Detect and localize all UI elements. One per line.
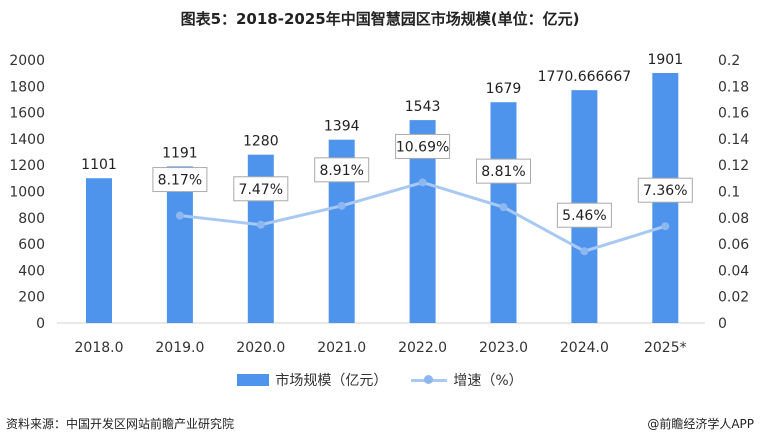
growth-label-box <box>314 157 370 183</box>
y-tick-label: 1200 <box>9 158 45 174</box>
growth-value-label: 7.47% <box>239 182 283 198</box>
credit: @前瞻经济学人APP <box>647 417 754 431</box>
x-tick-label: 2022.0 <box>398 340 447 356</box>
y-tick-label: 1600 <box>9 106 45 122</box>
x-tick-label: 2023.0 <box>479 340 528 356</box>
bar <box>166 166 193 323</box>
growth-value-label: 8.17% <box>158 173 202 189</box>
x-tick-label: 2024.0 <box>560 340 609 356</box>
x-tick-label: 2025* <box>644 340 687 356</box>
y2-tick-label: 0.14 <box>718 132 749 148</box>
y2-tick-label: 0.2 <box>718 53 740 69</box>
legend-item-bar: 市场规模（亿元） <box>237 370 387 390</box>
y-tick-label: 1400 <box>9 132 45 148</box>
x-tick-label: 2021.0 <box>317 340 366 356</box>
growth-value-label: 5.46% <box>562 208 606 224</box>
y-tick-label: 1800 <box>9 79 45 95</box>
legend-label: 市场规模（亿元） <box>275 373 388 389</box>
y2-tick-label: 0.16 <box>718 106 749 122</box>
bar <box>86 178 112 323</box>
x-tick-label: 2019.0 <box>155 340 204 356</box>
y2-tick-label: 0.18 <box>718 79 749 95</box>
bar-value-label: 1101 <box>81 157 117 173</box>
growth-label-box <box>637 177 693 203</box>
y2-tick-label: 0.02 <box>718 290 749 306</box>
legend-swatch-bar <box>237 374 270 386</box>
chart-title: 图表5：2018-2025年中国智慧园区市场规模(单位：亿元) <box>180 10 580 28</box>
y-tick-label: 1000 <box>9 185 45 201</box>
growth-marker <box>661 222 670 231</box>
y2-tick-label: 0.12 <box>718 158 749 174</box>
y-tick-label: 400 <box>18 263 45 279</box>
x-tick-label: 2018.0 <box>75 340 124 356</box>
y2-tick-label: 0 <box>718 316 727 332</box>
growth-marker <box>499 203 508 212</box>
legend-swatch-line <box>411 374 448 386</box>
growth-value-label: 8.81% <box>481 164 525 180</box>
y2-tick-label: 0.08 <box>718 211 749 227</box>
growth-value-label: 8.91% <box>319 163 363 179</box>
source-note: 资料来源：中国开发区网站前瞻产业研究院 <box>6 417 235 431</box>
y2-tick-label: 0.06 <box>718 237 749 253</box>
bar-value-label: 1394 <box>324 119 360 135</box>
growth-label-box <box>395 133 451 159</box>
legend-item-line: 增速（%） <box>411 370 523 390</box>
bar-value-label: 1543 <box>405 99 441 115</box>
growth-label-box <box>152 167 208 193</box>
y-tick-label: 800 <box>18 211 45 227</box>
y-tick-label: 0 <box>36 316 45 332</box>
growth-label-box <box>233 176 289 202</box>
growth-marker <box>256 220 265 229</box>
x-tick-label: 2020.0 <box>236 340 285 356</box>
legend: 市场规模（亿元） 增速（%） <box>0 370 760 390</box>
y-tick-label: 600 <box>18 237 45 253</box>
y2-tick-label: 0.04 <box>718 263 749 279</box>
growth-marker <box>337 201 346 210</box>
bar-value-label: 1770.666667 <box>538 69 632 85</box>
growth-marker <box>175 211 184 220</box>
y-tick-label: 200 <box>18 290 45 306</box>
growth-marker <box>580 247 589 256</box>
growth-label-box <box>476 158 531 184</box>
growth-label-box <box>556 202 612 228</box>
legend-label: 增速（%） <box>453 373 523 389</box>
bar-value-label: 1191 <box>162 145 198 161</box>
bar-value-label: 1901 <box>647 52 683 68</box>
growth-marker <box>418 178 427 187</box>
bar-value-label: 1280 <box>243 134 279 150</box>
growth-value-label: 10.69% <box>396 139 449 155</box>
growth-value-label: 7.36% <box>643 183 687 199</box>
bar-value-label: 1679 <box>486 81 522 97</box>
y2-tick-label: 0.1 <box>718 185 740 201</box>
y-tick-label: 2000 <box>9 53 45 69</box>
